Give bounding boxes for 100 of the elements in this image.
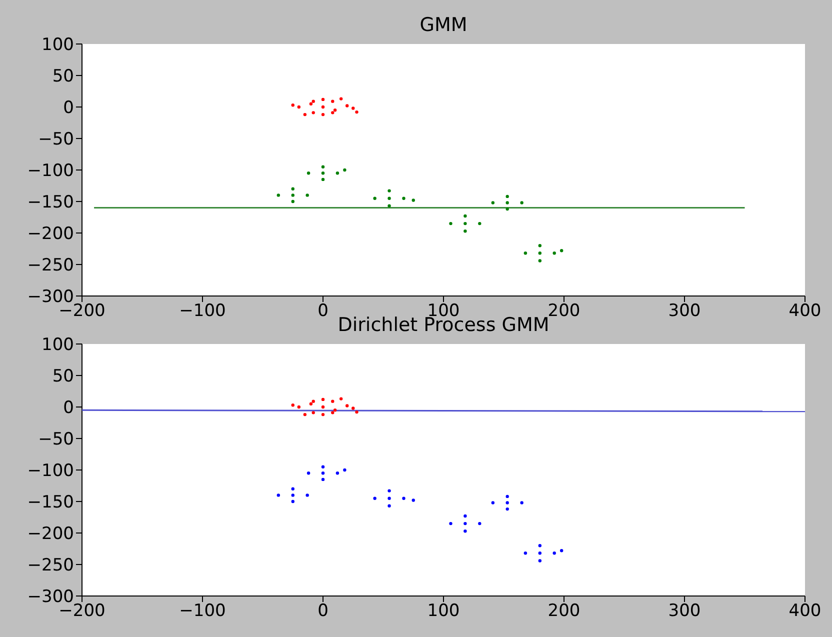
point [276, 494, 280, 497]
point [312, 400, 315, 403]
point [312, 100, 315, 103]
point [464, 522, 467, 526]
point [346, 404, 349, 408]
point [388, 496, 391, 500]
point [538, 244, 542, 248]
point [291, 494, 294, 497]
point [449, 222, 452, 226]
point [352, 106, 355, 110]
point [552, 252, 556, 255]
point [412, 198, 415, 202]
chart-title: GMM [418, 14, 468, 36]
point [291, 500, 294, 504]
point [402, 496, 406, 500]
y-tick-label: −300 [27, 287, 74, 308]
point [331, 100, 334, 103]
point [306, 194, 309, 197]
point [336, 472, 340, 475]
y-tick-label: −300 [27, 587, 74, 608]
point [464, 230, 467, 233]
point [464, 222, 467, 226]
point [506, 207, 509, 211]
point [464, 530, 467, 533]
point [321, 478, 325, 482]
x-tick-label: 100 [427, 601, 460, 622]
point [402, 196, 406, 200]
point [506, 201, 509, 204]
x-tick-label: 300 [668, 601, 701, 622]
point [291, 194, 294, 197]
point [491, 501, 495, 504]
x-tick-label: 300 [668, 301, 701, 322]
y-tick-label: −200 [27, 224, 74, 244]
point [297, 405, 300, 409]
y-tick-label: −150 [27, 492, 74, 513]
point [333, 408, 337, 412]
point [297, 105, 300, 109]
point [373, 496, 376, 500]
point [303, 112, 307, 116]
point [373, 196, 376, 200]
point [321, 472, 325, 475]
point [276, 194, 280, 197]
x-tick-label: 400 [788, 301, 822, 322]
y-tick-label: −100 [27, 161, 74, 182]
point [506, 507, 509, 511]
x-tick-label: 200 [548, 601, 580, 622]
point [321, 465, 325, 468]
x-tick-label: 0 [318, 601, 328, 622]
point [388, 204, 391, 208]
point [352, 406, 355, 410]
x-tick-label: −100 [179, 601, 226, 622]
point [321, 178, 325, 182]
point [346, 104, 349, 108]
point [449, 522, 452, 526]
point [524, 552, 528, 555]
y-tick-label: −250 [27, 256, 74, 276]
point [412, 498, 415, 502]
point [524, 252, 528, 255]
point [538, 552, 542, 555]
y-tick-label: −100 [27, 461, 74, 482]
y-tick-label: 0 [63, 398, 74, 418]
y-tick-label: −250 [27, 556, 74, 576]
point [464, 514, 467, 518]
point [520, 201, 524, 204]
y-tick-label: −150 [27, 192, 74, 213]
point [552, 552, 556, 555]
point [339, 397, 343, 400]
point [388, 196, 391, 200]
point [321, 165, 325, 168]
point [321, 112, 325, 116]
point [312, 111, 315, 114]
y-tick-label: 50 [52, 66, 74, 87]
point [331, 411, 334, 414]
point [464, 214, 467, 218]
point [321, 405, 325, 409]
point [491, 201, 495, 204]
point [306, 172, 310, 175]
point [388, 489, 391, 492]
point [506, 494, 509, 498]
point [339, 97, 343, 100]
point [506, 501, 509, 504]
point [312, 411, 315, 414]
point [291, 487, 294, 490]
point [355, 410, 358, 414]
point [309, 102, 313, 106]
point [331, 111, 334, 114]
point [321, 98, 325, 102]
point [336, 172, 340, 175]
point [560, 249, 564, 252]
point [478, 522, 482, 526]
y-tick-label: −50 [38, 430, 74, 450]
point [306, 494, 309, 497]
point [321, 398, 325, 402]
y-tick-label: 100 [42, 35, 74, 56]
x-tick-label: −100 [179, 301, 226, 322]
point [303, 412, 307, 416]
point [538, 252, 542, 255]
point [520, 501, 524, 504]
point [321, 412, 325, 416]
point [291, 404, 294, 407]
